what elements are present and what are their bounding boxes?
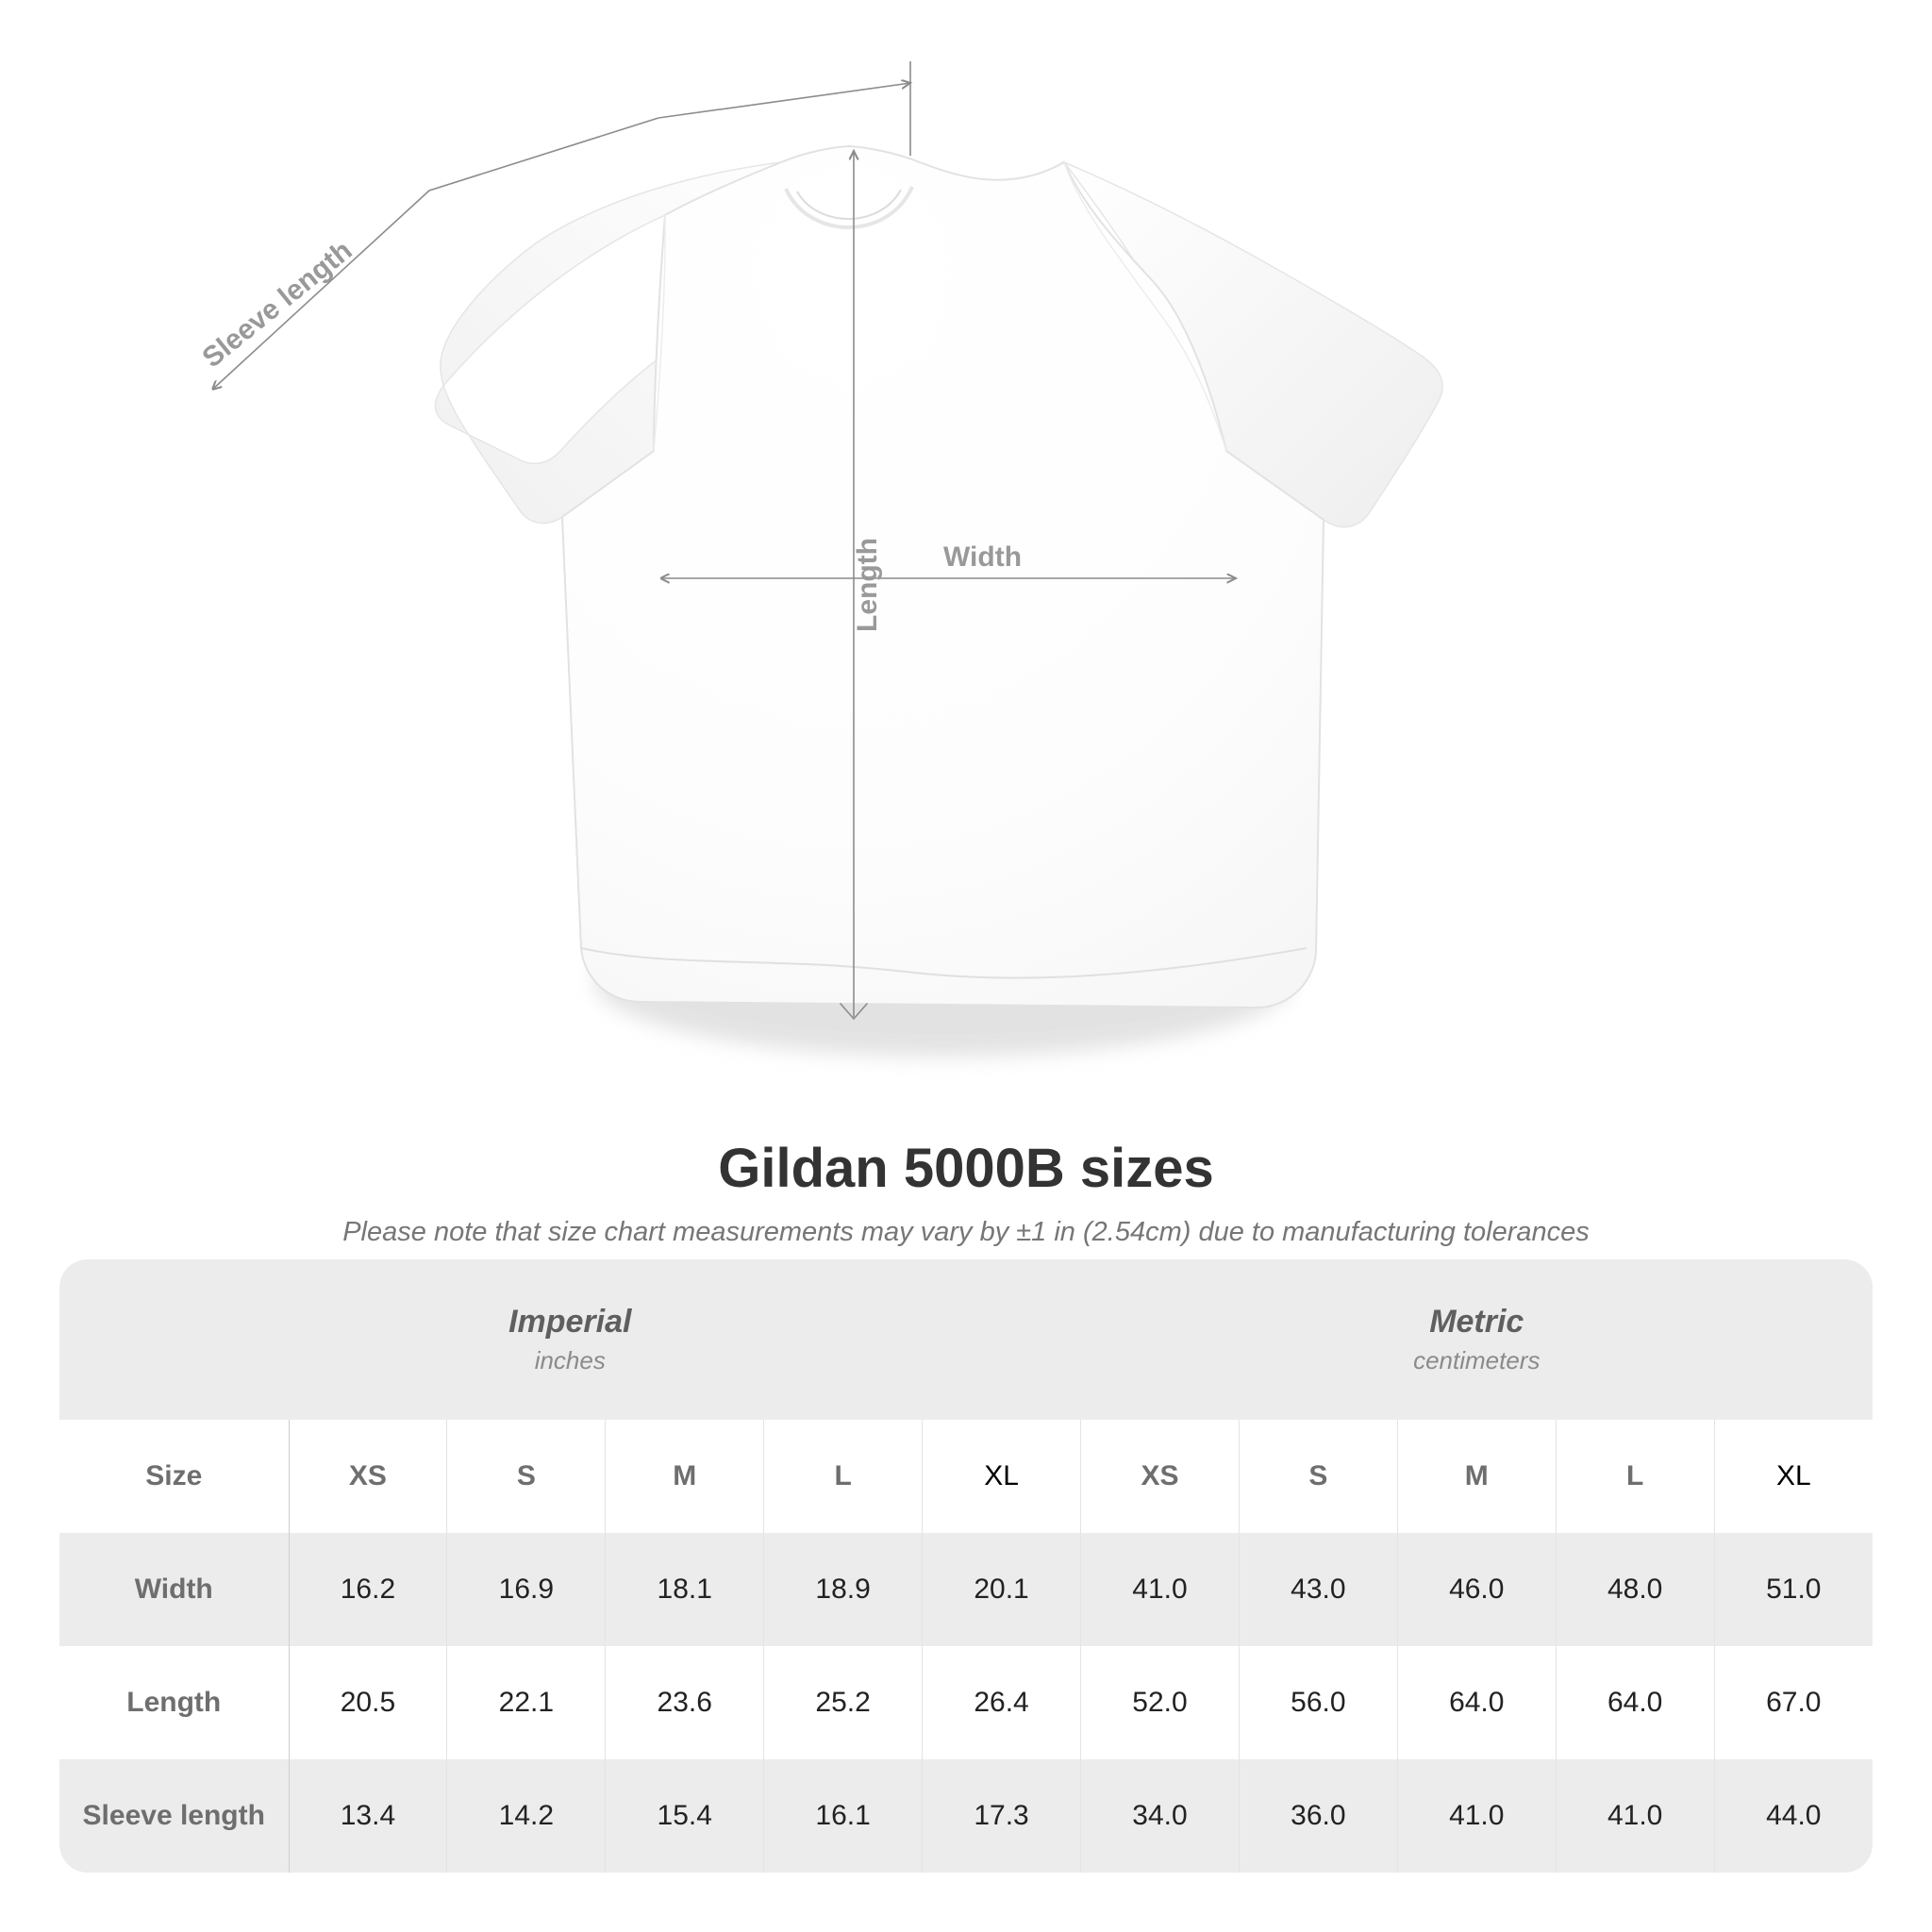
svg-text:Sleeve length: Sleeve length <box>196 235 358 374</box>
svg-text:Length: Length <box>852 538 883 632</box>
svg-text:Width: Width <box>943 541 1022 573</box>
